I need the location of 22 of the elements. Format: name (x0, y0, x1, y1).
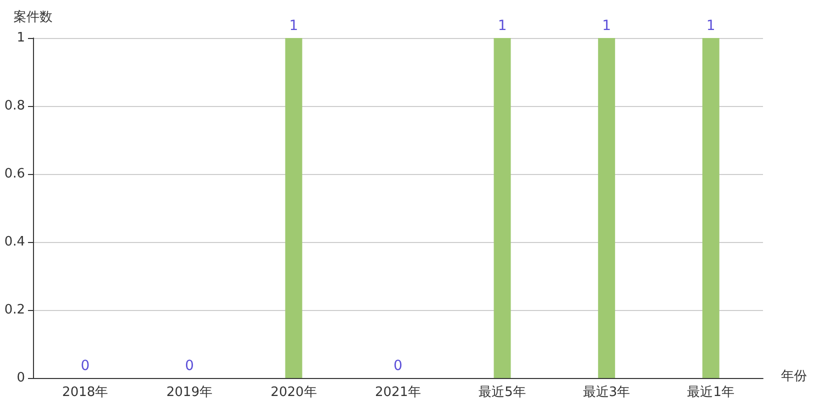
x-tick-label: 最近5年 (478, 385, 526, 400)
data-label: 0 (394, 358, 402, 374)
data-label: 0 (184, 358, 194, 374)
data-label: 1 (602, 18, 612, 34)
y-tick-label: 0.8 (4, 98, 25, 114)
y-tick-label: 0.2 (4, 302, 25, 318)
x-tick-label: 2018年 (62, 385, 108, 400)
x-tick-label: 2020年 (270, 385, 317, 400)
data-label: 1 (706, 18, 716, 34)
data-label: 1 (498, 18, 507, 34)
y-tick-label: 0 (16, 370, 25, 386)
x-tick-label: 2019年 (166, 385, 212, 400)
x-axis-title: 年份 (781, 369, 807, 384)
x-tick-label: 最近1年 (687, 385, 734, 400)
data-label: 0 (80, 358, 90, 374)
x-tick-label: 最近3年 (582, 385, 630, 400)
y-tick-label: 0.6 (4, 166, 25, 182)
y-tick-label: 1 (16, 30, 25, 46)
y-tick-label: 0.4 (4, 234, 25, 250)
y-axis-title: 案件数 (14, 9, 52, 25)
data-label: 1 (289, 18, 298, 34)
x-tick-label: 2021年 (374, 385, 422, 400)
